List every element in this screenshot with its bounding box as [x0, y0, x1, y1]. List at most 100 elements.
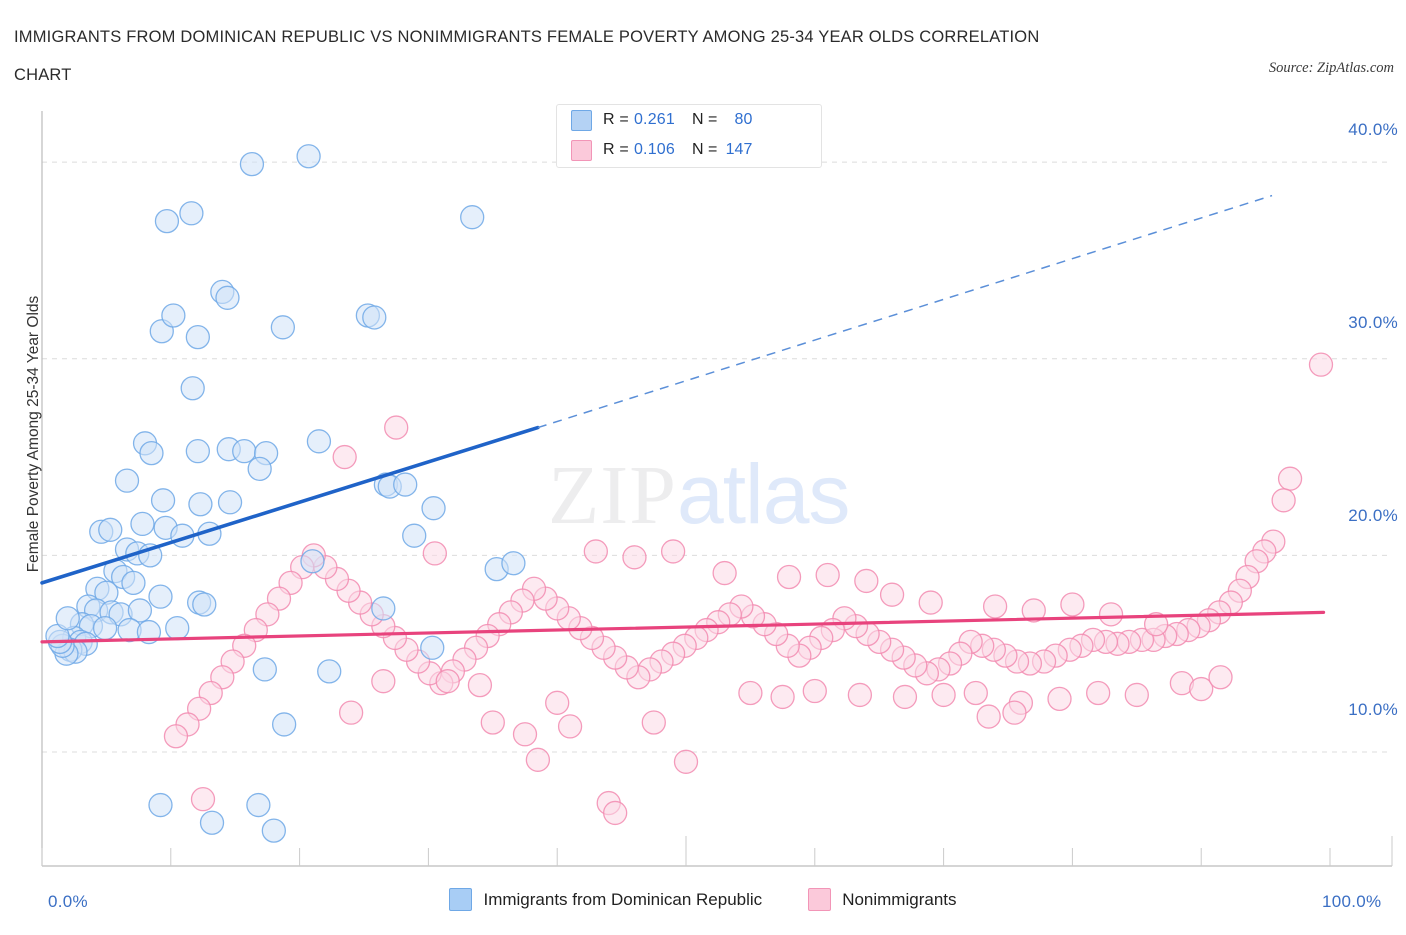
data-point[interactable] [127, 598, 153, 623]
data-point[interactable] [1124, 682, 1149, 708]
data-point[interactable] [963, 680, 988, 706]
page-title: IMMIGRANTS FROM DOMINICAN REPUBLIC VS NO… [14, 18, 1194, 94]
data-point[interactable] [180, 376, 205, 401]
data-point[interactable] [371, 596, 396, 621]
data-point[interactable] [148, 584, 173, 609]
data-point[interactable] [150, 488, 176, 513]
series-legend-item-immigrants[interactable]: Immigrants from Dominican Republic [449, 888, 762, 911]
data-point[interactable] [300, 549, 325, 574]
data-point[interactable] [362, 305, 387, 330]
data-point[interactable] [1271, 488, 1296, 513]
data-point[interactable] [892, 684, 918, 710]
data-point[interactable] [545, 690, 570, 715]
data-point[interactable] [55, 606, 80, 631]
data-point[interactable] [246, 792, 271, 818]
data-point[interactable] [501, 551, 526, 576]
data-point[interactable] [190, 787, 216, 812]
data-point[interactable] [622, 545, 647, 570]
data-point[interactable] [252, 657, 277, 682]
data-point[interactable] [163, 724, 189, 749]
data-point[interactable] [879, 582, 905, 607]
data-point[interactable] [217, 490, 243, 515]
data-point[interactable] [148, 792, 173, 818]
data-point[interactable] [179, 201, 204, 226]
data-point[interactable] [776, 564, 802, 590]
data-point[interactable] [770, 684, 795, 710]
data-point[interactable] [847, 682, 873, 708]
data-point[interactable] [583, 539, 608, 564]
data-point[interactable] [98, 517, 123, 542]
data-point[interactable] [270, 315, 296, 340]
data-point[interactable] [1047, 686, 1072, 712]
data-point[interactable] [114, 468, 140, 493]
data-point[interactable] [1098, 602, 1124, 627]
data-point[interactable] [338, 700, 364, 725]
data-point[interactable] [199, 810, 225, 835]
data-point[interactable] [1002, 700, 1027, 725]
data-point[interactable] [185, 439, 210, 464]
data-point[interactable] [460, 205, 485, 230]
data-point[interactable] [918, 590, 943, 615]
data-point[interactable] [239, 151, 265, 177]
data-point[interactable] [185, 324, 210, 350]
data-point[interactable] [247, 456, 272, 482]
data-point[interactable] [673, 749, 699, 774]
legend-n-value-blue: 80 [734, 111, 753, 128]
data-point[interactable] [512, 722, 538, 747]
data-point[interactable] [641, 710, 666, 735]
data-point[interactable] [815, 562, 840, 588]
data-point[interactable] [154, 208, 180, 234]
data-point[interactable] [931, 682, 956, 708]
data-point[interactable] [1086, 680, 1111, 706]
data-point[interactable] [976, 704, 1001, 729]
data-point[interactable] [296, 144, 321, 169]
data-point[interactable] [1060, 592, 1085, 617]
correlation-legend: R = 0.261 N = 80 R = 0.106 N = 147 [556, 104, 822, 168]
data-point[interactable] [130, 511, 155, 537]
data-point[interactable] [467, 672, 493, 698]
data-point[interactable] [165, 615, 190, 641]
data-point[interactable] [802, 678, 827, 704]
data-point[interactable] [121, 570, 146, 596]
data-point[interactable] [402, 523, 427, 548]
legend-row-blue: R = 0.261 N = 80 [557, 105, 821, 135]
data-point[interactable] [393, 472, 418, 497]
data-point[interactable] [660, 539, 686, 564]
data-point[interactable] [603, 800, 628, 826]
data-point[interactable] [1208, 665, 1233, 690]
data-point[interactable] [435, 669, 460, 694]
data-point[interactable] [1189, 676, 1214, 702]
data-point[interactable] [854, 568, 879, 594]
data-point[interactable] [332, 444, 357, 470]
data-point[interactable] [384, 415, 409, 440]
data-point[interactable] [188, 492, 213, 517]
data-point[interactable] [192, 592, 217, 617]
data-point[interactable] [317, 659, 342, 684]
series-legend-item-nonimmigrants[interactable]: Nonimmigrants [808, 888, 957, 911]
data-point[interactable] [1021, 598, 1046, 623]
source-attribution: Source: ZipAtlas.com [1268, 60, 1394, 76]
data-point[interactable] [712, 560, 737, 586]
data-point[interactable] [422, 541, 447, 566]
data-point[interactable] [161, 303, 186, 328]
data-point[interactable] [261, 818, 286, 843]
data-point[interactable] [421, 496, 446, 521]
y-tick-30: 30.0% [1348, 313, 1398, 332]
data-point[interactable] [92, 615, 118, 641]
data-point[interactable] [1277, 466, 1303, 491]
data-point[interactable] [215, 285, 240, 310]
data-point[interactable] [371, 669, 396, 694]
data-point[interactable] [480, 710, 505, 735]
data-point[interactable] [982, 594, 1008, 619]
data-point[interactable] [557, 714, 583, 739]
series-swatch-nonimmigrants [808, 888, 832, 911]
data-point[interactable] [1308, 352, 1334, 377]
data-point[interactable] [738, 680, 763, 706]
data-point[interactable] [1143, 612, 1169, 637]
data-point[interactable] [420, 635, 445, 660]
data-point[interactable] [525, 747, 551, 772]
data-point[interactable] [271, 712, 297, 737]
data-point[interactable] [232, 439, 257, 464]
data-point[interactable] [139, 440, 164, 466]
data-point[interactable] [306, 429, 332, 454]
